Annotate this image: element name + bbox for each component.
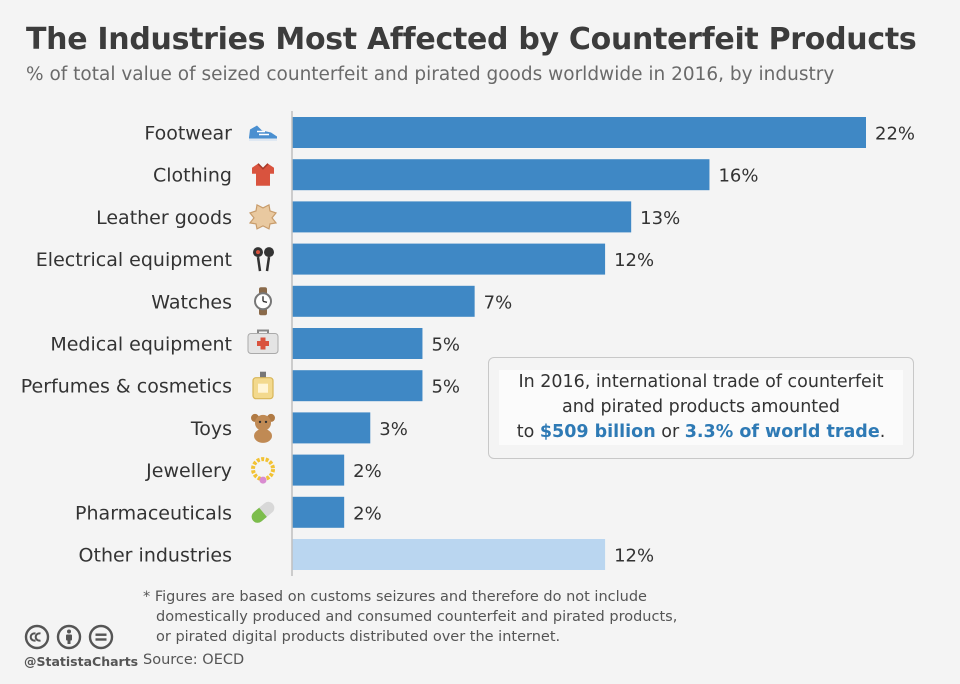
chart-title: The Industries Most Affected by Counterf…	[26, 22, 917, 57]
callout-line-2: and pirated products amounted	[561, 397, 841, 417]
bar-leather-goods	[292, 201, 632, 233]
pill-capsule-icon	[251, 501, 275, 523]
footnote-line-1: * Figures are based on customs seizures …	[143, 589, 647, 605]
chart-subtitle: % of total value of seized counterfeit a…	[26, 64, 835, 85]
attribution-icon	[56, 624, 82, 650]
value-label: 12%	[614, 250, 654, 271]
callout-to: to	[516, 422, 540, 442]
value-label: 7%	[484, 292, 513, 313]
bar-medical-equipment	[292, 328, 423, 359]
footnote-line-3: or pirated digital products distributed …	[156, 629, 561, 645]
sneaker-icon	[249, 125, 277, 141]
leather-hide-icon	[248, 204, 278, 230]
bar-watches	[292, 285, 475, 317]
value-label: 5%	[431, 377, 460, 398]
bar-electrical-equipment	[292, 243, 606, 275]
bar-clothing	[292, 159, 710, 191]
category-label: Leather goods	[96, 207, 232, 229]
cc-icon	[24, 624, 50, 650]
callout-line-1: In 2016, international trade of counterf…	[518, 372, 884, 392]
footnote-line-2: domestically produced and consumed count…	[156, 609, 678, 625]
trade-callout: In 2016, international trade of counterf…	[488, 357, 914, 459]
bar-perfumes-cosmetics	[292, 370, 423, 402]
category-label: Clothing	[153, 165, 232, 187]
category-label: Toys	[190, 418, 232, 440]
value-label: 3%	[379, 419, 408, 440]
callout-or: or	[655, 422, 685, 442]
earphones-icon	[253, 247, 274, 272]
source-note: Source: OECD	[143, 652, 245, 668]
value-label: 5%	[431, 335, 460, 356]
category-label: Jewellery	[145, 460, 232, 482]
category-label: Footwear	[144, 123, 232, 145]
statista-handle: @StatistaCharts	[24, 654, 139, 669]
value-label: 2%	[353, 503, 382, 524]
bar-footwear	[292, 117, 866, 148]
bar-toys	[292, 412, 371, 444]
shirt-icon	[252, 163, 274, 186]
callout-period: .	[879, 422, 886, 442]
category-label: Perfumes & cosmetics	[21, 376, 232, 398]
category-label: Medical equipment	[50, 334, 232, 356]
callout-amount: $509 billion	[539, 422, 656, 442]
category-label: Pharmaceuticals	[75, 502, 232, 524]
footnote: * Figures are based on customs seizures …	[143, 587, 677, 647]
teddy-bear-icon	[251, 413, 275, 443]
category-label: Watches	[151, 291, 232, 313]
necklace-icon	[251, 457, 275, 484]
perfume-bottle-icon	[252, 371, 274, 400]
value-label: 22%	[875, 124, 915, 145]
bar-other-industries	[292, 539, 606, 570]
callout-text: In 2016, international trade of counterf…	[499, 370, 903, 445]
category-label: Other industries	[79, 545, 232, 567]
no-derivatives-icon	[88, 624, 114, 650]
callout-share: 3.3% of world trade	[684, 422, 880, 442]
value-label: 16%	[718, 166, 758, 187]
callout-line-3: to $509 billion or 3.3% of world trade.	[499, 420, 903, 445]
license-icons	[24, 624, 114, 650]
bar-pharmaceuticals	[292, 496, 345, 528]
medical-kit-icon	[247, 329, 279, 354]
category-label: Electrical equipment	[36, 249, 232, 271]
bar-jewellery	[292, 454, 345, 486]
wristwatch-icon	[254, 287, 272, 316]
value-label: 13%	[640, 208, 680, 229]
value-label: 2%	[353, 461, 382, 482]
value-label: 12%	[614, 546, 654, 567]
